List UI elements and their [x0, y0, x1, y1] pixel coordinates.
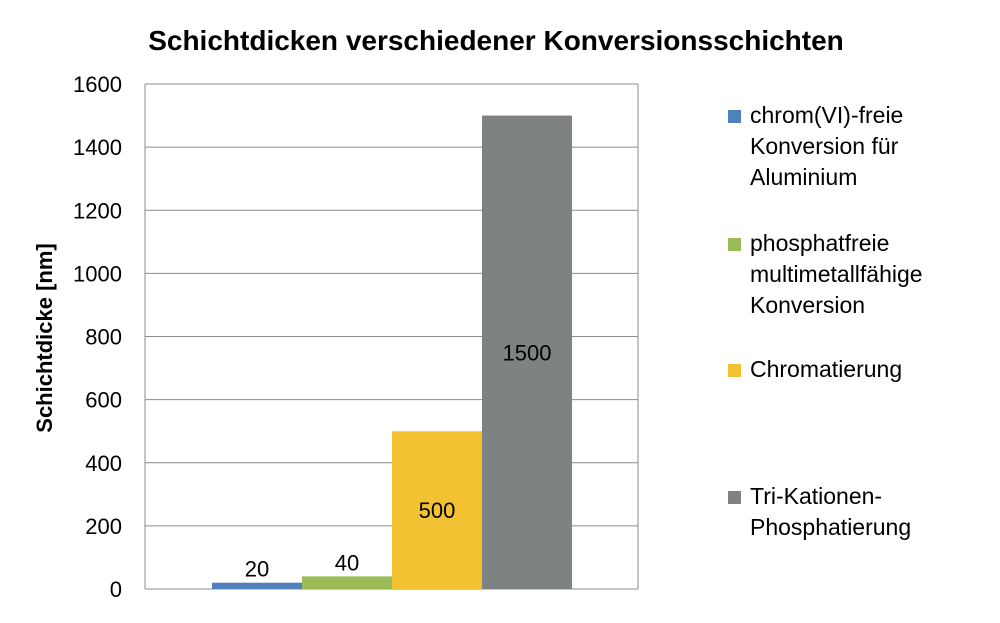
y-tick-label: 1200 [73, 198, 122, 223]
legend-label: Chromatierung [750, 356, 902, 382]
bar [392, 431, 482, 589]
legend-label: Aluminium [750, 164, 857, 190]
y-tick-label: 600 [85, 388, 122, 413]
y-axis-label: Schichtdicke [nm] [32, 243, 57, 432]
bar [482, 115, 572, 589]
legend-label: multimetallfähige [750, 261, 923, 287]
y-axis-ticks: 0 200 400 600 800 1000 1200 1400 1600 [73, 72, 122, 602]
bar [302, 576, 392, 589]
legend-label: Tri-Kationen- [750, 483, 882, 509]
bars: 20 40 500 1500 [212, 115, 572, 589]
y-tick-label: 1600 [73, 72, 122, 97]
data-label: 500 [419, 498, 456, 523]
y-tick-label: 800 [85, 325, 122, 350]
data-label: 20 [245, 557, 269, 582]
data-label: 40 [335, 550, 359, 575]
chart-title: Schichtdicken verschiedener Konversionss… [148, 25, 844, 56]
legend-label: chrom(VI)-freie [750, 102, 903, 128]
bar [212, 582, 302, 589]
legend: chrom(VI)-freie Konversion für Aluminium ph… [728, 102, 923, 540]
legend-swatch [728, 110, 741, 123]
y-tick-label: 1400 [73, 135, 122, 160]
legend-swatch [728, 238, 741, 251]
y-tick-label: 1000 [73, 261, 122, 286]
legend-label: Konversion [750, 292, 865, 318]
y-tick-label: 400 [85, 451, 122, 476]
legend-label: Phosphatierung [750, 514, 911, 540]
gridlines [144, 83, 639, 590]
data-label: 1500 [503, 340, 552, 365]
legend-swatch [728, 491, 741, 504]
legend-swatch [728, 364, 741, 377]
y-tick-label: 200 [85, 514, 122, 539]
legend-label: phosphatfreie [750, 230, 889, 256]
legend-label: Konversion für [750, 133, 899, 159]
y-tick-label: 0 [110, 577, 122, 602]
